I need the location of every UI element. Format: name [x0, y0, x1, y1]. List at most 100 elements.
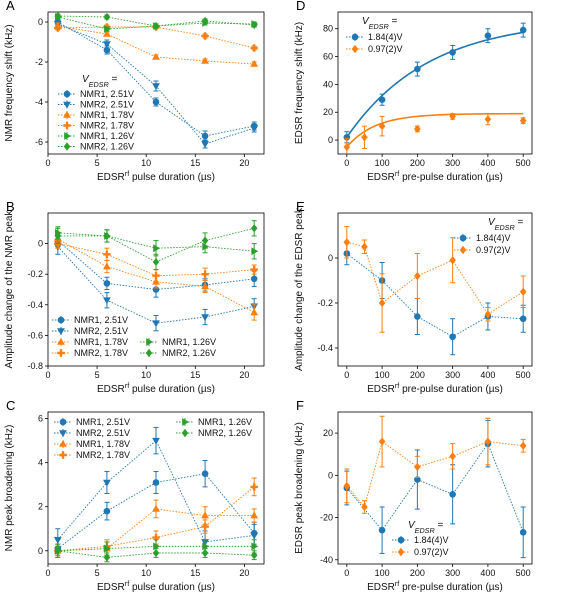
- data-point: [152, 504, 160, 512]
- y-tick-label: 20: [323, 107, 333, 117]
- x-tick-label: 15: [190, 568, 200, 578]
- data-point: [378, 298, 386, 308]
- x-tick-label: 400: [480, 158, 495, 168]
- legend-label: NMR2, 2.51V: [80, 100, 134, 110]
- y-tick-label: -40: [320, 555, 333, 565]
- legend-marker: [63, 142, 71, 151]
- axes-frame: [337, 411, 533, 565]
- series-line: [346, 440, 524, 508]
- x-axis-title: EDSRrf pulse duration (µs): [97, 579, 215, 594]
- series-0-97-2-v: [343, 226, 527, 333]
- series-1-84-4-v: [343, 241, 527, 356]
- data-point: [484, 32, 492, 39]
- data-point: [414, 124, 421, 134]
- fit-curve: [346, 31, 524, 138]
- legend-entry: 1.84(4)V: [392, 535, 449, 545]
- legend-marker: [351, 44, 359, 54]
- legend-label: NMR2, 1.26V: [198, 428, 252, 438]
- x-tick-label: 20: [239, 568, 249, 578]
- data-point: [250, 308, 259, 316]
- x-tick-label: 0: [45, 370, 50, 380]
- data-point: [449, 256, 456, 265]
- legend-label: NMR2, 1.78V: [74, 348, 128, 358]
- series-line: [57, 243, 255, 277]
- legend-label: NMR1, 1.26V: [80, 131, 134, 141]
- data-point: [54, 231, 62, 241]
- y-axis-title: EDSR peak broadening (kHz): [294, 422, 305, 554]
- data-point: [250, 551, 258, 560]
- legend-f: VEDSR =1.84(4)V 0.97(2)V: [392, 520, 449, 557]
- x-axis-title: EDSRrf pulse duration (µs): [97, 381, 215, 396]
- panel-letter: D: [296, 0, 305, 13]
- series-line: [57, 227, 255, 263]
- legend-marker: [145, 348, 153, 358]
- plot-area: [343, 226, 527, 356]
- legend-marker: [351, 33, 359, 41]
- legend-entry: NMR2, 1.78V: [54, 450, 130, 460]
- legend-label: NMR2, 1.26V: [162, 348, 216, 358]
- y-tick-label: -0.2: [317, 298, 333, 308]
- legend-title: VEDSR =: [362, 16, 397, 31]
- panel-letter: A: [6, 0, 15, 13]
- data-point: [153, 542, 161, 551]
- legend-entry: 0.97(2)V: [454, 245, 511, 255]
- x-tick-label: 5: [95, 568, 100, 578]
- legend-marker: [64, 132, 72, 140]
- panel-a: A 0 5 10 15 20 0 -2 -4 -6 EDSRrf pulse duration (µ…: [4, 0, 265, 184]
- y-tick-label: -2: [35, 57, 43, 67]
- x-tick-label: 10: [141, 568, 151, 578]
- x-tick-label: 100: [375, 568, 390, 578]
- legend-marker: [146, 338, 154, 346]
- legend-label: NMR1, 2.51V: [74, 315, 128, 325]
- data-point: [484, 310, 492, 319]
- data-point: [104, 25, 112, 33]
- data-point: [361, 502, 368, 512]
- x-tick-label: 20: [239, 158, 249, 168]
- data-point: [519, 529, 527, 536]
- x-tick-label: 10: [141, 158, 151, 168]
- data-point: [54, 24, 62, 32]
- axes-frame: [337, 212, 533, 367]
- series-0-97-2-v: [343, 415, 527, 514]
- legend-marker: [397, 536, 405, 544]
- data-point: [343, 238, 351, 247]
- data-point: [54, 12, 62, 21]
- series-1-84-4-v: [343, 22, 527, 144]
- data-point: [103, 553, 111, 562]
- y-tick-label: 0: [38, 546, 43, 556]
- legend-label: 0.97(2)V: [368, 44, 403, 54]
- x-tick-label: 0: [344, 568, 349, 578]
- y-tick-label: 0: [38, 239, 43, 249]
- plot-area: [343, 22, 527, 154]
- legend-label: NMR1, 2.51V: [76, 417, 130, 427]
- data-point: [201, 236, 209, 245]
- data-point: [250, 59, 259, 67]
- legend-entry: NMR2, 2.51V: [52, 326, 128, 336]
- legend-label: NMR1, 1.78V: [80, 110, 134, 120]
- panel-letter: F: [296, 398, 304, 413]
- panel-b: B 0 5 10 15 20 0 -0.2 -0.4 -0.6 -0.8 EDSRrf pulse d…: [4, 199, 265, 396]
- data-point: [250, 511, 259, 519]
- x-axis-title: EDSRrf pulse duration (µs): [97, 169, 215, 184]
- x-tick-label: 500: [516, 568, 531, 578]
- x-tick-label: 0: [45, 158, 50, 168]
- data-point: [250, 224, 258, 233]
- series-nmr2-1-26v: [54, 12, 258, 31]
- y-axis-title: NMR peak broadening (kHz): [4, 425, 15, 552]
- axes-frame: [47, 212, 265, 367]
- legend-entry: 1.84(4)V: [454, 233, 511, 243]
- axes-frame: [337, 11, 533, 155]
- series-line: [57, 21, 255, 137]
- legend-label: 0.97(2)V: [414, 547, 449, 557]
- legend-marker: [397, 547, 405, 557]
- legend-entry: NMR1, 1.78V: [54, 439, 130, 449]
- x-tick-label: 10: [141, 370, 151, 380]
- y-axis-title: Amplitude change of the EDSR peak: [294, 207, 305, 371]
- legend-label: 1.84(4)V: [476, 233, 511, 243]
- legend-label: NMR2, 1.78V: [76, 450, 130, 460]
- x-tick-label: 15: [190, 370, 200, 380]
